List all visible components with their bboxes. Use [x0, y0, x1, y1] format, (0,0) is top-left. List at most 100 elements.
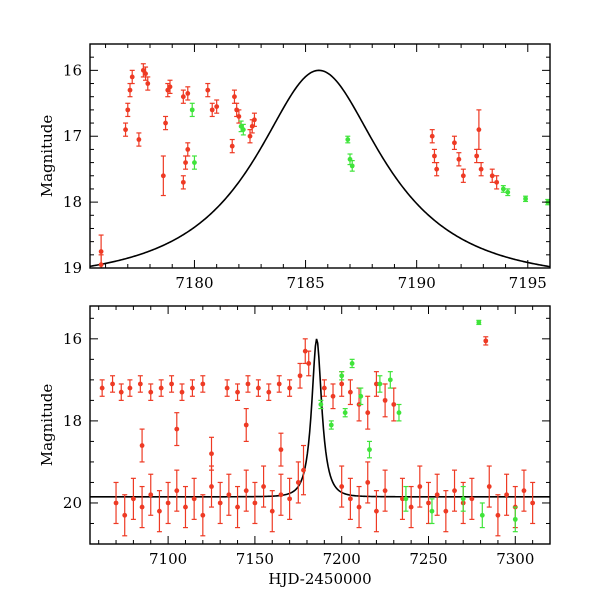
top-axes-frame — [89, 43, 551, 269]
bottom-red-point — [217, 500, 223, 506]
bottom-y-tick-label: 16 — [63, 330, 82, 348]
bottom-red-point — [356, 504, 362, 510]
top-red-point — [205, 87, 211, 93]
top-red-point — [489, 173, 495, 179]
bottom-red-point — [243, 422, 249, 428]
bottom-red-point — [209, 451, 214, 457]
top-green-point — [189, 107, 195, 113]
bottom-red-point — [139, 504, 145, 510]
bottom-red-point — [483, 338, 489, 344]
bottom-y-tick-label: 20 — [63, 494, 82, 512]
top-green-point — [192, 160, 197, 165]
bottom-red-point — [191, 496, 197, 502]
bottom-red-point — [245, 381, 251, 387]
bottom-red-point — [269, 508, 275, 514]
bottom-green-point — [318, 402, 324, 407]
bottom-red-point — [158, 385, 164, 391]
top-panel: 7180 7185 7190 7195 16 17 18 19 Magnitude — [38, 43, 551, 292]
top-red-point — [185, 91, 191, 96]
bottom-green-point — [476, 320, 482, 325]
bottom-x-axis-label: HJD-2450000 — [268, 570, 371, 588]
bottom-red-point — [417, 484, 423, 489]
top-model-curve — [90, 69, 550, 268]
bottom-red-point — [137, 381, 143, 387]
bottom-red-point — [287, 385, 293, 391]
bottom-red-point — [321, 385, 327, 391]
top-red-point — [494, 179, 500, 185]
top-red-point — [183, 160, 188, 165]
bottom-red-point — [434, 492, 440, 498]
top-red-point — [185, 147, 191, 152]
bottom-red-point — [209, 484, 214, 489]
top-red-point — [232, 94, 237, 100]
bottom-red-point — [295, 480, 301, 485]
bottom-green-point — [479, 512, 485, 518]
top-x-tick-label: 7185 — [286, 274, 324, 292]
bottom-red-point — [382, 488, 388, 494]
bottom-red-point — [400, 496, 405, 502]
top-red-point — [432, 153, 437, 159]
bottom-red-point — [148, 389, 154, 395]
bottom-red-point — [226, 492, 232, 498]
bottom-red-point — [306, 361, 312, 366]
bottom-red-point — [374, 508, 379, 514]
bottom-x-tick-label: 7300 — [496, 550, 534, 568]
top-red-point — [145, 81, 151, 86]
bottom-x-tick-label: 7200 — [323, 550, 361, 568]
bottom-red-point — [297, 373, 303, 379]
bottom-red-point — [365, 480, 371, 485]
top-red-point — [229, 143, 235, 149]
top-red-point — [129, 74, 135, 80]
top-y-tick-label: 17 — [63, 127, 82, 145]
top-red-point — [167, 84, 173, 90]
bottom-green-point — [377, 381, 383, 387]
top-red-point — [98, 262, 104, 268]
bottom-green-point — [512, 516, 518, 522]
bottom-red-point — [301, 467, 306, 473]
bottom-green-point — [367, 447, 372, 453]
bottom-y-axis-label: Magnitude — [38, 384, 56, 467]
bottom-x-tick-label: 7100 — [149, 550, 187, 568]
bottom-red-point — [287, 496, 293, 502]
bottom-red-point — [113, 500, 119, 506]
top-red-point — [180, 94, 186, 100]
top-red-point — [252, 117, 257, 123]
top-green-point — [523, 196, 528, 202]
bottom-red-point — [426, 500, 431, 506]
top-red-point — [143, 71, 148, 77]
bottom-red-point — [266, 389, 272, 395]
bottom-red-point — [302, 348, 308, 354]
bottom-green-point — [429, 508, 435, 514]
bottom-panel: 7100 7150 7200 7250 7300 16 18 20 Magnitude HJD-2… — [38, 305, 551, 588]
bottom-red-point — [148, 492, 154, 498]
bottom-green-point — [358, 393, 364, 399]
bottom-red-point — [261, 484, 266, 489]
bottom-x-tick-label: 7150 — [236, 550, 274, 568]
bottom-red-point — [255, 385, 261, 391]
top-red-point — [478, 166, 484, 172]
top-green-point — [349, 163, 355, 169]
top-red-point — [452, 140, 457, 146]
top-red-point — [474, 153, 480, 159]
bottom-red-point — [169, 381, 174, 387]
bottom-red-point — [243, 488, 249, 494]
bottom-red-point — [200, 381, 206, 387]
bottom-green-point — [339, 373, 345, 379]
bottom-red-point — [486, 484, 492, 489]
bottom-red-point — [200, 512, 206, 518]
bottom-red-point — [347, 496, 353, 502]
bottom-axes-frame — [89, 305, 551, 545]
bottom-red-point — [165, 500, 171, 506]
bottom-red-point — [179, 389, 185, 395]
bottom-red-point — [443, 508, 449, 514]
bottom-green-point — [349, 361, 355, 366]
top-red-point — [434, 166, 440, 172]
top-red-point — [214, 104, 220, 109]
bottom-red-point — [391, 402, 397, 407]
top-x-tick-label: 7190 — [398, 274, 436, 292]
bottom-red-point — [174, 488, 180, 494]
bottom-x-tick-label: 7250 — [409, 550, 447, 568]
top-red-point — [460, 173, 466, 179]
bottom-red-point — [408, 504, 414, 510]
